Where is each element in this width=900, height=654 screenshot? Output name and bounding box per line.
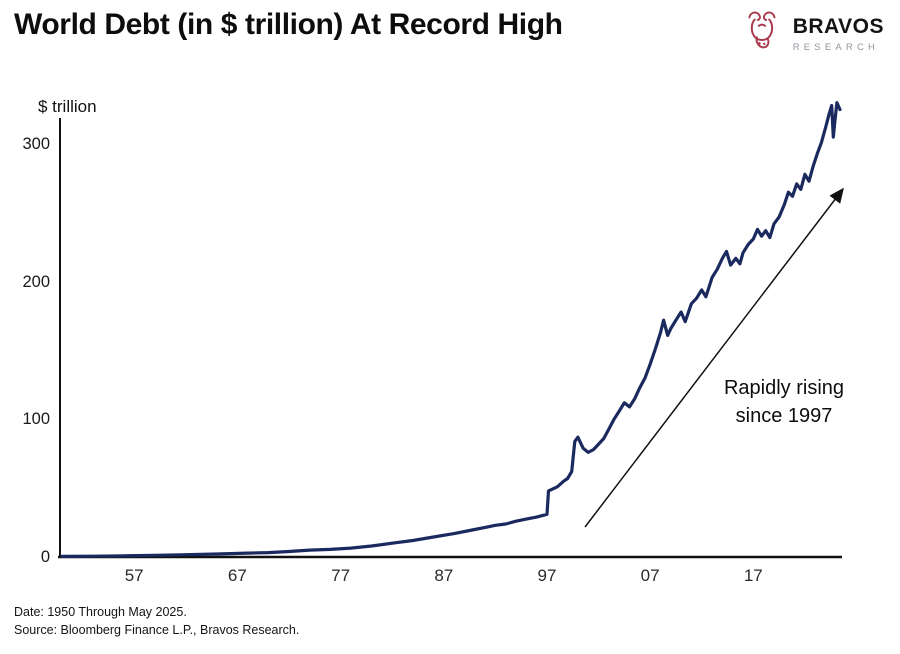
y-axis-unit-label: $ trillion	[38, 97, 97, 116]
source-note: Source: Bloomberg Finance L.P., Bravos R…	[14, 623, 300, 638]
x-tick-label: 87	[434, 566, 454, 585]
x-tick-label: 67	[227, 566, 247, 585]
y-tick-label: 0	[40, 548, 50, 566]
logo-text: BRAVOS RESEARCH	[793, 15, 884, 53]
y-tick-label: 200	[22, 272, 50, 291]
x-tick-label: 17	[743, 566, 763, 585]
chart-annotation: Rapidly rising since 1997	[698, 374, 870, 430]
y-tick-label: 100	[22, 410, 50, 429]
x-tick-label: 57	[124, 566, 144, 585]
world-debt-line-series	[60, 101, 842, 559]
annotation-line-1: Rapidly rising	[723, 377, 845, 399]
x-tick-label: 77	[331, 566, 351, 585]
logo-name: BRAVOS	[792, 14, 884, 38]
x-tick-label: 07	[640, 566, 660, 585]
annotation-arrow	[584, 187, 844, 528]
annotation-line-2: since 1997	[735, 405, 833, 427]
bravos-logo: BRAVOS RESEARCH	[742, 8, 884, 59]
page-title: World Debt (in $ trillion) At Record Hig…	[14, 8, 563, 41]
bull-icon	[742, 8, 784, 59]
logo-subtitle: RESEARCH	[792, 41, 880, 53]
x-tick-label: 97	[537, 566, 557, 585]
chart-footnotes: Date: 1950 Through May 2025. Source: Blo…	[14, 603, 299, 639]
y-tick-label: 300	[22, 135, 50, 153]
date-note: Date: 1950 Through May 2025.	[14, 605, 187, 619]
